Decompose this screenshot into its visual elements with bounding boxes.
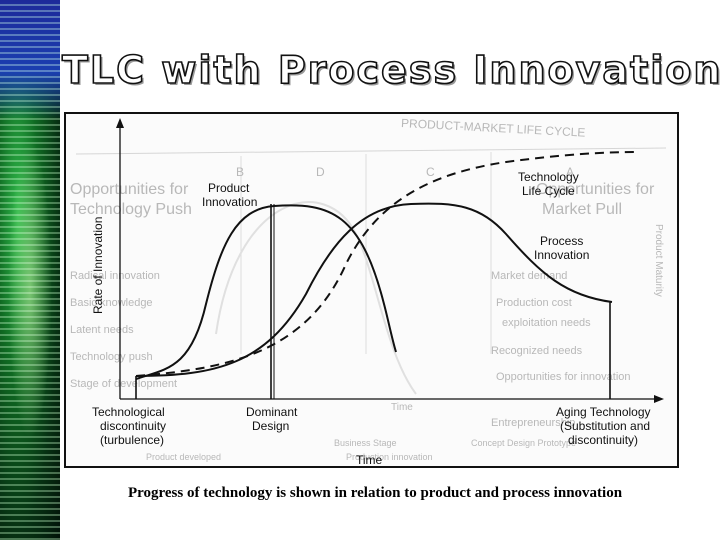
start-label-2: discontinuity bbox=[100, 419, 166, 433]
start-label-3: (turbulence) bbox=[100, 433, 164, 447]
bg-bottom-note-3: Business Stage bbox=[334, 438, 397, 448]
slide-caption: Progress of technology is shown in relat… bbox=[127, 485, 623, 501]
bg-bottom-note-5: Production innovation bbox=[346, 452, 433, 462]
bg-right-list-5: Opportunities for innovation bbox=[496, 371, 631, 383]
bg-right-block-2: Market Pull bbox=[542, 201, 622, 218]
bg-left-block-2: Technology Push bbox=[70, 201, 192, 218]
bg-stage-4: A bbox=[566, 165, 574, 179]
bg-bottom-note-1: Time bbox=[391, 402, 413, 413]
tlc-diagram: PRODUCT-MARKET LIFE CYCLE B D C A Opport… bbox=[64, 112, 679, 468]
technology-label-2: Life Cycle bbox=[522, 184, 575, 198]
bg-left-list-2: Basic knowledge bbox=[70, 297, 153, 309]
start-label-1: Technological bbox=[92, 405, 165, 419]
background-overlay: PRODUCT-MARKET LIFE CYCLE B D C A Opport… bbox=[70, 116, 667, 462]
bg-right-list-3: exploitation needs bbox=[502, 317, 591, 329]
bg-stage-1: B bbox=[236, 165, 244, 179]
bg-left-list-3: Latent needs bbox=[70, 324, 134, 336]
decorative-sidebar bbox=[0, 0, 60, 540]
bg-left-list-1: Radical innovation bbox=[70, 270, 160, 282]
bg-stage-2: D bbox=[316, 165, 325, 179]
bg-bottom-note-4: Product developed bbox=[146, 452, 221, 462]
x-axis-arrow bbox=[654, 395, 664, 403]
diagram-canvas: PRODUCT-MARKET LIFE CYCLE B D C A Opport… bbox=[70, 116, 667, 466]
sidebar-glow bbox=[8, 140, 52, 440]
bg-left-list-4: Technology push bbox=[70, 351, 153, 363]
process-label-1: Process bbox=[540, 234, 583, 248]
aging-label-1: Aging Technology bbox=[556, 405, 651, 419]
y-axis-arrow bbox=[116, 118, 124, 128]
x-axis-label: Time bbox=[356, 453, 383, 466]
technology-label-1: Technology bbox=[518, 170, 579, 184]
product-label-2: Innovation bbox=[202, 195, 257, 209]
product-label-1: Product bbox=[208, 181, 250, 195]
bg-side-note: Product Maturity bbox=[653, 224, 664, 297]
sidebar-binary-pattern bbox=[0, 0, 60, 540]
dominant-label-2: Design bbox=[252, 419, 289, 433]
bg-right-block-1: Opportunities for bbox=[536, 181, 655, 198]
bg-right-list-1: Market demand bbox=[491, 270, 567, 282]
bg-left-block-1: Opportunities for bbox=[70, 181, 189, 198]
y-axis-label: Rate of Innovation bbox=[91, 217, 105, 314]
product-innovation-curve bbox=[135, 204, 397, 380]
bg-bottom-note-2: Concept Design Prototype bbox=[471, 438, 576, 448]
bg-right-list-6: Entrepreneurship bbox=[491, 417, 575, 429]
axes: Rate of Innovation Time bbox=[91, 118, 664, 466]
process-innovation-curve bbox=[135, 202, 613, 377]
bg-right-list-2: Production cost bbox=[496, 297, 572, 309]
slide-title: TLC with Process Innovations bbox=[61, 47, 720, 93]
bg-right-list-4: Recognized needs bbox=[491, 345, 583, 357]
process-label-2: Innovation bbox=[534, 248, 589, 262]
bg-stage-3: C bbox=[426, 165, 435, 179]
bg-left-list-5: Stage of development bbox=[70, 378, 177, 390]
aging-label-3: discontinuity) bbox=[568, 433, 638, 447]
bg-header: PRODUCT-MARKET LIFE CYCLE bbox=[401, 116, 586, 140]
sidebar-blue-band bbox=[0, 0, 60, 120]
technology-life-cycle-curve bbox=[135, 151, 637, 377]
aging-label-2: (Substitution and bbox=[560, 419, 650, 433]
dominant-label-1: Dominant bbox=[246, 405, 298, 419]
